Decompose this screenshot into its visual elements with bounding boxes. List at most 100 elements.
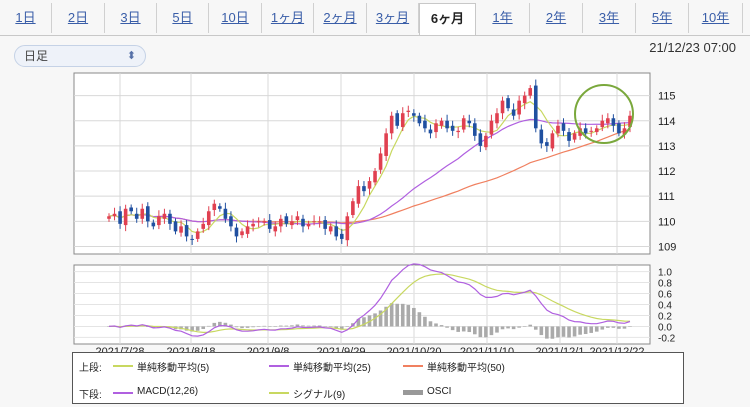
- osci-bar-32: [284, 325, 289, 327]
- legend-item-upper-0: 単純移動平均(5): [137, 363, 210, 374]
- y-tick-label-5: 114: [658, 116, 676, 128]
- interval-select[interactable]: 日足 ⬍: [14, 45, 146, 67]
- legend-swatch-lower-2: [403, 390, 423, 395]
- osci-bar-71: [500, 326, 505, 330]
- osci-bar-59: [434, 323, 438, 327]
- price-plot-area: [73, 72, 651, 255]
- candle-body-25: [245, 226, 250, 234]
- osci-bar-39: [323, 326, 327, 327]
- legend-item-upper-1: 単純移動平均(25): [293, 363, 371, 374]
- candle-body-11: [168, 213, 172, 224]
- macd-y-tick-label-4: 0.2: [658, 311, 672, 322]
- osci-bar-80: [550, 326, 555, 339]
- candle-body-38: [317, 221, 322, 223]
- osci-bar-75: [522, 326, 527, 327]
- candle-body-28: [262, 221, 266, 223]
- y-tick-label-1: 110: [658, 216, 676, 228]
- osci-bar-52: [395, 303, 400, 327]
- candle-body-62: [450, 125, 455, 131]
- candle-body-69: [489, 120, 494, 135]
- tab-12[interactable]: 5年: [636, 3, 689, 33]
- tab-13[interactable]: 10年: [689, 3, 743, 33]
- candle-body-15: [190, 238, 194, 240]
- candle-body-21: [223, 208, 228, 219]
- osci-bar-43: [345, 326, 350, 327]
- candle-body-71: [500, 100, 505, 114]
- tab-1[interactable]: 2日: [52, 3, 105, 33]
- candle-body-46: [362, 186, 366, 192]
- tab-3[interactable]: 5日: [157, 3, 209, 33]
- osci-bar-41: [334, 326, 339, 329]
- osci-bar-78: [539, 326, 544, 336]
- osci-bar-84: [572, 326, 577, 337]
- candle-body-23: [234, 227, 239, 237]
- osci-bar-61: [445, 326, 449, 328]
- osci-bar-85: [578, 326, 582, 335]
- tab-11[interactable]: 3年: [583, 3, 636, 33]
- candle-body-1: [112, 213, 117, 217]
- osci-bar-88: [594, 326, 599, 332]
- legend-swatch-lower-1: [269, 392, 289, 394]
- osci-bar-27: [256, 326, 261, 327]
- tab-9[interactable]: 1年: [476, 3, 530, 33]
- osci-bar-68: [484, 326, 488, 338]
- candle-body-42: [339, 233, 344, 239]
- candle-body-75: [522, 95, 527, 104]
- y-tick-label-2: 111: [658, 191, 675, 203]
- candle-body-59: [434, 123, 438, 133]
- tab-5[interactable]: 1ヶ月: [262, 3, 314, 33]
- candle-body-72: [506, 98, 510, 109]
- osci-bar-50: [384, 306, 388, 327]
- candle-body-34: [295, 216, 300, 221]
- candle-body-31: [279, 218, 283, 227]
- osci-bar-72: [506, 326, 510, 329]
- tab-7[interactable]: 3ヶ月: [367, 3, 419, 33]
- candle-body-35: [301, 218, 305, 227]
- candle-body-88: [594, 128, 599, 133]
- updown-chevron-icon: ⬍: [126, 50, 136, 62]
- tab-6[interactable]: 2ヶ月: [314, 3, 367, 33]
- candle-body-65: [467, 120, 472, 124]
- candle-body-56: [417, 115, 422, 124]
- osci-bar-19: [212, 322, 217, 327]
- candle-body-87: [589, 130, 594, 132]
- tab-divider: [0, 35, 750, 36]
- candle-body-51: [389, 115, 394, 134]
- tab-8[interactable]: 6ヶ月: [419, 3, 476, 36]
- candle-body-81: [556, 125, 560, 134]
- tab-4[interactable]: 10日: [209, 3, 262, 33]
- osci-bar-38: [317, 325, 322, 327]
- osci-bar-55: [412, 307, 416, 327]
- osci-bar-16: [195, 326, 200, 331]
- sma25-line: [108, 118, 631, 225]
- osci-bar-90: [606, 326, 610, 328]
- tab-0[interactable]: 1日: [0, 3, 52, 33]
- tab-2[interactable]: 3日: [105, 3, 157, 33]
- tab-10[interactable]: 2年: [530, 3, 583, 33]
- candle-body-80: [550, 133, 555, 149]
- legend-item-lower-1: シグナル(9): [293, 390, 346, 401]
- candle-body-47: [367, 181, 372, 189]
- osci-bar-34: [295, 324, 300, 327]
- osci-bar-45: [356, 318, 361, 327]
- osci-bar-51: [389, 303, 394, 327]
- candle-body-93: [622, 128, 627, 135]
- legend-swatch-upper-2: [403, 365, 423, 367]
- candle-body-14: [184, 225, 189, 237]
- osci-bar-15: [190, 326, 194, 332]
- osci-bar-17: [201, 326, 206, 329]
- legend-box: 上段: 下段: 単純移動平均(5) 単純移動平均(25) 単純移動平均(50) MAC…: [72, 352, 684, 404]
- legend-swatch-lower-0: [113, 392, 133, 394]
- candle-body-32: [284, 216, 289, 224]
- candle-body-53: [400, 113, 405, 128]
- candle-body-70: [495, 113, 499, 124]
- osci-bar-48: [373, 313, 377, 327]
- candle-body-55: [412, 113, 416, 116]
- candle-body-6: [140, 208, 145, 219]
- chart-datetime: 21/12/23 07:00: [649, 40, 736, 55]
- signal-line: [109, 273, 631, 334]
- osci-bar-35: [301, 325, 305, 327]
- legend-swatch-upper-0: [113, 365, 133, 367]
- osci-bar-36: [306, 325, 311, 327]
- candle-body-66: [473, 123, 477, 136]
